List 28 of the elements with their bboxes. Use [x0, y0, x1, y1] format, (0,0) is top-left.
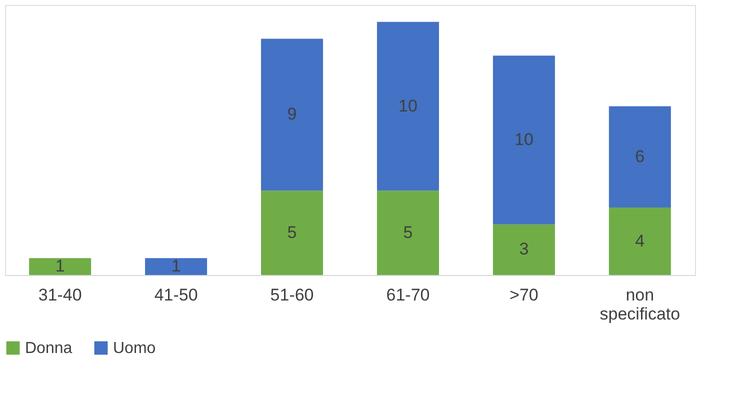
bar — [261, 190, 324, 275]
bar — [608, 208, 671, 275]
data-label: 5 — [287, 222, 297, 242]
data-label: 9 — [287, 104, 297, 124]
bar — [492, 224, 555, 275]
data-label: 5 — [403, 222, 413, 242]
data-label: 4 — [635, 231, 645, 250]
bar — [376, 190, 439, 275]
x-tick-label: 61-70 — [386, 286, 430, 304]
x-tick-label: 51-60 — [270, 286, 314, 304]
bar — [492, 56, 555, 224]
data-label: 1 — [55, 256, 65, 276]
x-tick-label: 41-50 — [154, 286, 198, 304]
data-label: 10 — [398, 96, 418, 116]
bar — [145, 258, 208, 275]
data-label: 1 — [171, 256, 181, 276]
bar — [261, 38, 324, 191]
data-label: 10 — [514, 130, 534, 149]
x-tick-label: non specificato — [600, 286, 680, 324]
x-tick-label: >70 — [510, 286, 538, 304]
bar — [608, 106, 671, 208]
bar — [29, 258, 92, 275]
data-label: 6 — [635, 146, 645, 166]
data-label: 3 — [519, 240, 529, 259]
x-tick-label: 31-40 — [38, 286, 82, 304]
legend-label: Donna — [25, 340, 72, 357]
bar — [376, 22, 439, 191]
legend-label: Uomo — [113, 340, 156, 357]
